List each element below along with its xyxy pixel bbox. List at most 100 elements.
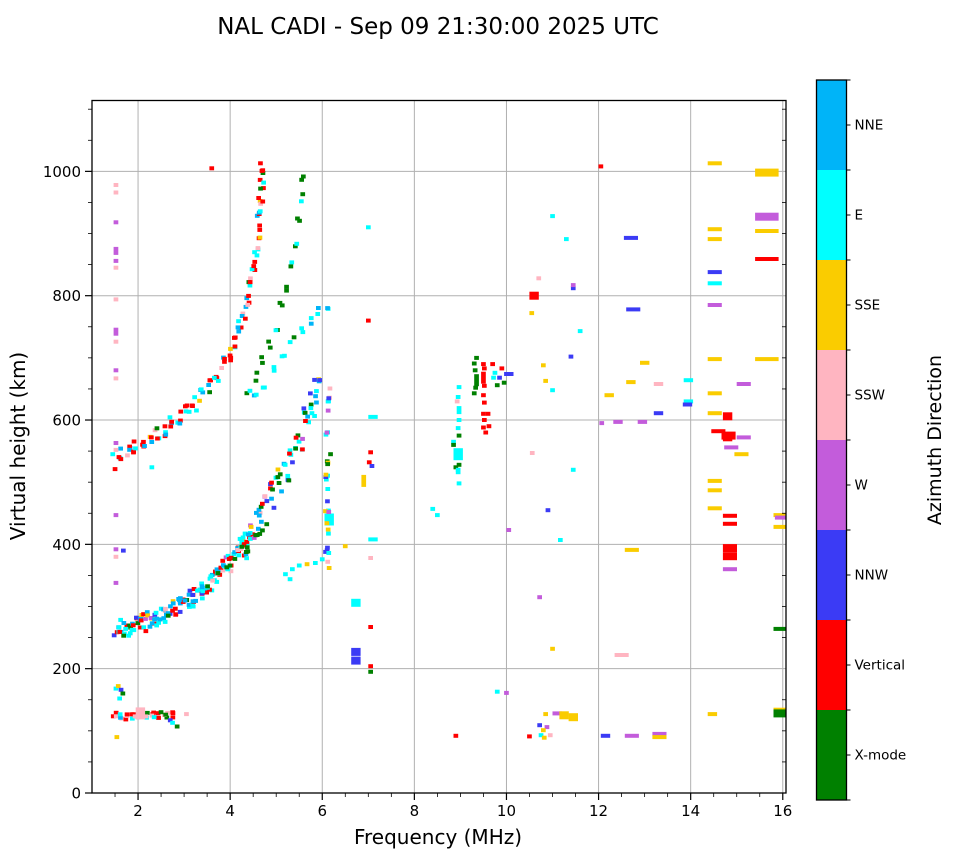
data-cell: [129, 627, 135, 632]
data-cell: [328, 452, 333, 457]
data-cell: [228, 346, 233, 351]
data-cell: [325, 545, 330, 550]
data-cell: [254, 533, 260, 537]
data-cell: [110, 452, 116, 457]
data-cell: [247, 283, 253, 288]
data-cell: [279, 303, 285, 308]
data-cell: [474, 355, 479, 360]
data-cell: [116, 625, 122, 630]
data-cell: [570, 467, 576, 472]
data-cell: [186, 409, 192, 414]
data-cell: [368, 664, 373, 669]
data-cell: [454, 452, 460, 457]
data-cell: [199, 591, 205, 596]
data-cell: [155, 711, 161, 716]
data-cell: [257, 510, 263, 515]
data-cell: [123, 717, 129, 722]
data-cell: [165, 613, 171, 618]
data-cell: [314, 389, 319, 394]
data-cell: [342, 544, 348, 549]
data-cell: [547, 733, 553, 738]
data-cell: [247, 388, 253, 393]
data-cell: [131, 712, 136, 717]
data-cell: [189, 403, 195, 408]
x-tick-label: 10: [497, 802, 516, 820]
data-cell: [177, 598, 182, 603]
data-cell: [239, 539, 245, 544]
data-cell: [257, 531, 263, 536]
data-cell: [773, 626, 786, 631]
data-cell: [623, 235, 638, 240]
data-cell: [178, 601, 183, 606]
data-cell: [599, 421, 605, 426]
data-cell: [324, 430, 330, 435]
data-cell: [253, 392, 259, 397]
colorbar-segment-ssw: [816, 350, 847, 441]
data-cell: [707, 411, 722, 416]
colorbar-border: [815, 79, 848, 801]
data-cell: [277, 300, 283, 305]
data-cell: [170, 711, 176, 716]
data-cell: [245, 302, 251, 307]
data-cell: [312, 377, 317, 382]
data-cell: [127, 444, 132, 449]
data-cell: [132, 714, 138, 719]
data-cell: [455, 426, 461, 431]
data-cell: [456, 418, 462, 422]
data-cell: [473, 385, 478, 390]
data-cell: [232, 550, 237, 555]
data-cell: [435, 513, 440, 518]
data-cell: [682, 402, 693, 407]
data-cell: [259, 355, 264, 360]
data-cell: [127, 631, 133, 636]
data-cell: [545, 508, 551, 513]
data-cell: [113, 220, 119, 225]
data-cell: [308, 321, 314, 326]
data-cell: [197, 587, 203, 592]
data-cell: [308, 402, 314, 407]
data-layer: [110, 161, 786, 740]
data-cell: [169, 419, 174, 424]
data-cell: [237, 536, 243, 541]
data-cell: [559, 711, 569, 720]
data-cell: [288, 264, 294, 269]
data-cell: [570, 283, 576, 288]
data-cell: [323, 475, 329, 479]
data-cell: [257, 223, 262, 228]
data-cell: [246, 532, 251, 537]
data-cell: [168, 604, 173, 609]
data-cell: [262, 494, 268, 499]
data-cell: [113, 376, 119, 381]
data-cell: [192, 395, 197, 400]
data-cell: [131, 450, 136, 455]
data-cell: [243, 316, 248, 321]
data-cell: [273, 328, 279, 333]
data-cell: [141, 439, 146, 444]
data-cell: [113, 327, 119, 336]
data-cell: [275, 467, 281, 472]
data-cell: [325, 499, 330, 504]
data-cell: [163, 712, 168, 717]
data-cell: [264, 522, 270, 527]
data-cell: [456, 481, 462, 486]
data-cell: [209, 166, 215, 171]
data-cell: [199, 584, 205, 589]
data-cell: [184, 712, 189, 717]
data-cell: [113, 710, 119, 715]
data-cell: [244, 542, 250, 547]
data-cell: [170, 608, 175, 613]
x-tick-label: 16: [773, 802, 792, 820]
data-cell: [170, 601, 176, 606]
data-cell: [183, 409, 189, 414]
data-cell: [236, 329, 242, 334]
data-cell: [257, 227, 263, 232]
data-cell: [244, 539, 250, 544]
data-cell: [652, 735, 667, 740]
data-cell: [194, 408, 199, 413]
data-cell: [275, 475, 281, 480]
data-cell: [113, 513, 119, 518]
data-cell: [190, 593, 196, 597]
data-cell: [260, 199, 266, 204]
data-cell: [260, 528, 265, 533]
